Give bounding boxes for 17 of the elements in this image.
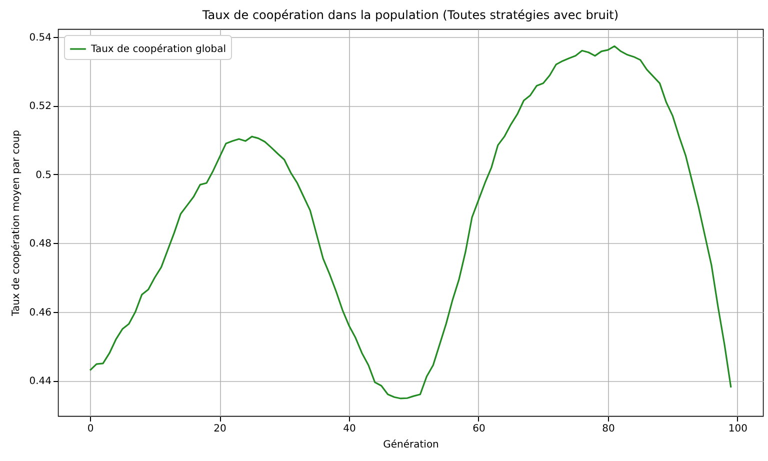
x-tick-label: 40 [343, 424, 356, 434]
y-tick-label: 0.48 [29, 238, 52, 250]
y-tick-label: 0.52 [29, 101, 52, 112]
x-tick-label: 100 [728, 424, 748, 434]
chart-title: Taux de coopération dans la population (Toutes stratégies avec bruit) [201, 8, 619, 22]
y-tick-label: 0.46 [29, 307, 52, 318]
x-tick-label: 80 [602, 424, 615, 434]
x-tick-label: 20 [214, 424, 226, 434]
y-tick-label: 0.54 [29, 32, 52, 44]
x-tick-label: 60 [472, 424, 486, 434]
line-series [89, 45, 732, 400]
y-tick-label: 0.44 [29, 376, 52, 388]
y-axis-title: Taux de coopération moyen par coup [11, 130, 22, 318]
y-tick-label: 0.5 [36, 170, 52, 181]
x-axis-title: Génération [383, 440, 439, 450]
x-tick-label: 0 [87, 424, 94, 434]
legend-label: Taux de coopération global [90, 44, 226, 55]
